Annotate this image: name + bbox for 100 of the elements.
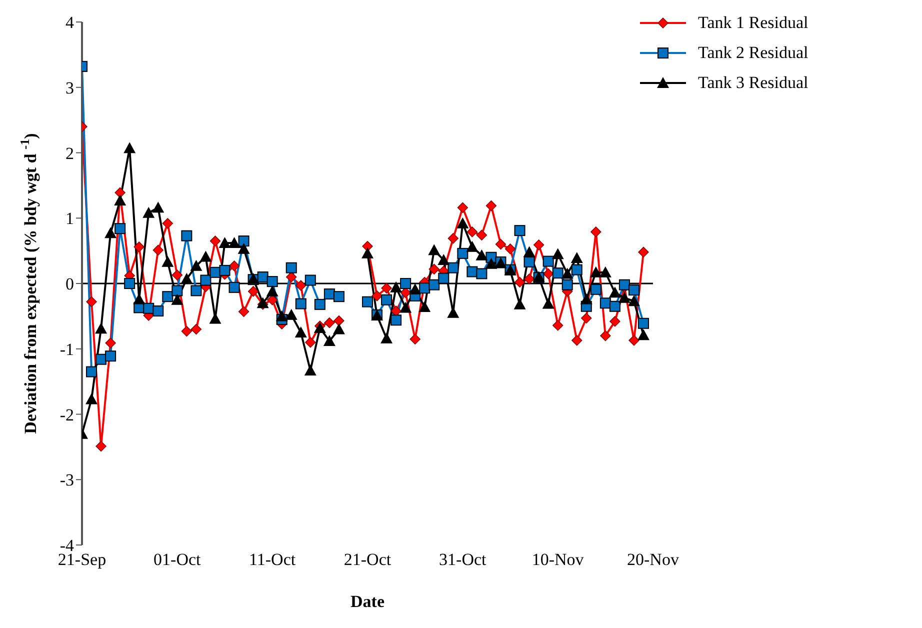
point bbox=[86, 393, 98, 404]
point bbox=[296, 280, 306, 291]
point bbox=[610, 316, 620, 327]
point bbox=[332, 323, 345, 334]
point bbox=[210, 236, 221, 246]
point bbox=[105, 350, 116, 362]
point bbox=[286, 262, 297, 274]
point bbox=[333, 291, 344, 302]
point bbox=[561, 268, 574, 279]
point bbox=[142, 206, 155, 218]
point bbox=[276, 310, 288, 322]
point bbox=[228, 282, 240, 293]
point bbox=[228, 236, 240, 248]
point bbox=[552, 320, 564, 331]
point bbox=[523, 246, 536, 258]
point bbox=[96, 440, 106, 452]
point bbox=[304, 364, 316, 376]
point bbox=[134, 242, 144, 252]
point bbox=[609, 300, 620, 312]
point bbox=[190, 260, 202, 271]
point bbox=[124, 142, 136, 154]
x-axis-title: Date bbox=[350, 592, 385, 611]
point bbox=[362, 247, 374, 258]
point bbox=[542, 268, 554, 280]
point bbox=[362, 240, 373, 252]
point bbox=[637, 329, 650, 340]
point bbox=[380, 332, 393, 344]
point bbox=[524, 256, 535, 268]
point bbox=[152, 244, 164, 256]
point bbox=[124, 278, 136, 289]
x-tick-label: 10-Nov bbox=[532, 550, 584, 570]
point bbox=[95, 322, 108, 334]
point bbox=[524, 274, 535, 284]
x-tick-label: 31-Oct bbox=[439, 550, 487, 570]
point bbox=[172, 270, 183, 280]
point bbox=[600, 330, 611, 342]
point bbox=[390, 306, 402, 316]
point bbox=[390, 281, 402, 292]
point bbox=[219, 264, 230, 276]
point bbox=[600, 298, 611, 309]
point bbox=[457, 248, 468, 259]
point bbox=[381, 282, 392, 294]
point bbox=[628, 335, 640, 346]
point bbox=[400, 302, 412, 313]
point bbox=[552, 248, 564, 260]
point bbox=[638, 246, 649, 258]
point bbox=[428, 244, 440, 256]
point bbox=[599, 266, 612, 278]
point bbox=[628, 295, 640, 306]
point bbox=[104, 227, 117, 238]
point bbox=[456, 217, 469, 228]
point bbox=[295, 298, 306, 310]
point bbox=[562, 279, 573, 290]
point bbox=[324, 288, 335, 300]
point bbox=[257, 271, 268, 282]
point bbox=[200, 250, 212, 262]
point bbox=[285, 308, 298, 320]
point bbox=[286, 272, 297, 282]
point bbox=[162, 218, 173, 229]
point bbox=[514, 298, 526, 310]
point bbox=[438, 254, 450, 265]
y-tick-label: -1 bbox=[60, 340, 74, 359]
point bbox=[96, 354, 107, 365]
point bbox=[504, 244, 516, 254]
point bbox=[172, 285, 183, 296]
point bbox=[466, 226, 478, 238]
point bbox=[305, 336, 316, 348]
point bbox=[542, 298, 554, 309]
legend-label: Tank 3 Residual bbox=[698, 73, 808, 93]
point bbox=[466, 240, 478, 252]
point bbox=[410, 334, 420, 344]
point bbox=[238, 306, 250, 317]
y-tick-label: 3 bbox=[66, 78, 74, 98]
point bbox=[409, 283, 422, 294]
point bbox=[114, 194, 126, 206]
point bbox=[552, 268, 564, 279]
point bbox=[590, 284, 602, 295]
y-tick-label: 1 bbox=[66, 209, 74, 228]
point bbox=[466, 266, 478, 278]
point bbox=[571, 264, 582, 276]
point bbox=[608, 286, 621, 298]
point bbox=[448, 262, 459, 274]
point bbox=[381, 294, 392, 306]
point bbox=[323, 335, 336, 346]
y-tick-label: 0 bbox=[66, 274, 74, 294]
point bbox=[238, 242, 250, 254]
point bbox=[190, 285, 202, 296]
point bbox=[362, 296, 373, 308]
point bbox=[304, 274, 316, 286]
point bbox=[542, 256, 554, 267]
point bbox=[570, 252, 583, 264]
point bbox=[314, 298, 326, 310]
point bbox=[448, 233, 458, 244]
point bbox=[590, 266, 602, 278]
point bbox=[495, 238, 506, 250]
point bbox=[618, 292, 630, 303]
point bbox=[181, 230, 192, 242]
point bbox=[476, 249, 488, 260]
point bbox=[400, 278, 412, 289]
point bbox=[485, 258, 498, 269]
